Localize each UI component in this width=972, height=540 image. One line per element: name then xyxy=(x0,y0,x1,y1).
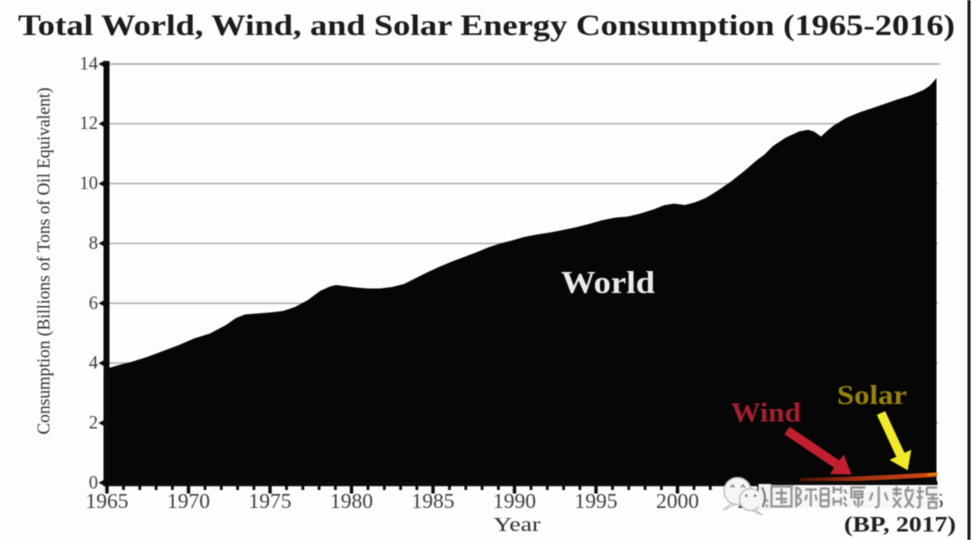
svg-text:2000: 2000 xyxy=(656,489,699,513)
svg-text:10: 10 xyxy=(80,174,99,194)
svg-text:14: 14 xyxy=(80,55,99,75)
svg-text:Consumption (Billions of Tons: Consumption (Billions of Tons of Oil Equ… xyxy=(34,88,55,435)
svg-text:Year: Year xyxy=(494,514,541,536)
svg-text:12: 12 xyxy=(80,114,99,134)
svg-text:1965: 1965 xyxy=(86,489,129,513)
svg-text:Wind: Wind xyxy=(731,398,801,428)
svg-text:World: World xyxy=(561,264,655,300)
svg-text:1995: 1995 xyxy=(575,489,618,513)
svg-text:Solar: Solar xyxy=(837,380,907,410)
svg-text:1985: 1985 xyxy=(412,489,455,513)
svg-text:(BP, 2017): (BP, 2017) xyxy=(844,512,956,537)
svg-text:1975: 1975 xyxy=(249,489,292,513)
svg-text:1980: 1980 xyxy=(330,489,373,513)
svg-text:6: 6 xyxy=(89,294,98,314)
svg-text:1990: 1990 xyxy=(493,489,536,513)
svg-text:8: 8 xyxy=(89,234,98,254)
svg-text:4: 4 xyxy=(89,354,98,374)
svg-text:2: 2 xyxy=(89,414,98,434)
svg-text:Total World, Wind, and Solar E: Total World, Wind, and Solar Energy Cons… xyxy=(18,10,955,42)
svg-text:0: 0 xyxy=(89,473,98,493)
svg-text:1970: 1970 xyxy=(167,489,210,513)
